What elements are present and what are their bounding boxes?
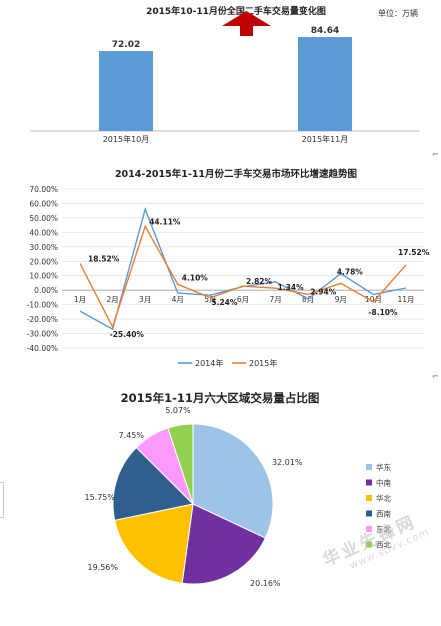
pie-slice (181, 503, 267, 585)
bar (99, 51, 153, 131)
x-tick-label: 3月 (139, 295, 151, 304)
y-tick-label: 50.00% (29, 214, 58, 223)
legend-swatch (366, 541, 372, 548)
page-edge-mark (0, 482, 4, 518)
bar-value-label: 72.02 (112, 40, 140, 50)
line-chart-panel: 2014-2015年1-11月份二手车交易市场环比增速趋势图 70.00% 60.… (0, 160, 441, 375)
pie-value-label: 15.75% (84, 493, 115, 502)
y-tick-label: 40.00% (29, 228, 58, 237)
legend-swatch (366, 495, 372, 501)
bar-chart-unit: 单位：万辆 (378, 8, 418, 18)
data-label: 4.78% (337, 267, 364, 276)
bar (298, 37, 352, 131)
legend-label: 华北 (376, 493, 391, 503)
up-arrow-icon (222, 11, 271, 36)
legend-swatch (366, 464, 372, 470)
line-chart-title: 2014-2015年1-11月份二手车交易市场环比增速趋势图 (115, 168, 357, 180)
line-chart: 2014-2015年1-11月份二手车交易市场环比增速趋势图 70.00% 60.… (27, 168, 430, 368)
pie-value-label: 5.07% (165, 406, 191, 415)
data-label: 1.34% (278, 283, 305, 292)
bar-chart-title: 2015年10-11月份全国二手车交易量变化图 (146, 5, 326, 17)
y-tick-label: 60.00% (29, 199, 58, 208)
x-tick-label: 6月 (237, 295, 249, 304)
legend-label: 西北 (376, 541, 391, 550)
pie-slice (167, 423, 194, 505)
pie-value-label: 19.56% (87, 563, 118, 572)
bar-chart-panel: 2015年10-11月份全国二手车交易量变化图 单位：万辆 72.02 2015年… (0, 0, 441, 145)
data-label: 17.52% (398, 248, 430, 257)
y-tick-label: 70.00% (29, 185, 58, 194)
pie-chart-panel: 2015年1-11月六大区域交易量占比图 32.01% 20.16% 19.56% 1… (0, 383, 441, 622)
corner-mark: ⌐ (432, 150, 439, 159)
bar-chart: 2015年10-11月份全国二手车交易量变化图 单位：万辆 72.02 2015年… (30, 5, 420, 144)
data-label: 4.10% (182, 273, 209, 282)
legend-label: 东北 (376, 524, 391, 534)
pie-slice (192, 423, 274, 539)
x-tick-label: 2月 (106, 295, 118, 304)
y-tick-label: -10.00% (27, 301, 58, 310)
legend-swatch (366, 510, 372, 517)
legend-label: 中南 (376, 478, 391, 488)
x-tick-label: 4月 (172, 295, 184, 304)
legend-label: 2015年 (249, 358, 277, 368)
data-label: 2.94% (310, 287, 337, 296)
y-tick-label: 30.00% (29, 243, 58, 252)
legend-label: 华东 (376, 462, 391, 472)
bar-value-label: 84.64 (311, 26, 339, 36)
x-tick-label: 10月 (365, 295, 382, 304)
pie-value-label: 7.45% (119, 431, 145, 440)
data-label: 18.52% (88, 254, 120, 263)
data-label: 44.11% (149, 217, 181, 226)
data-label: 2.82% (246, 277, 273, 286)
y-tick-label: 20.00% (29, 257, 58, 266)
y-tick-label: -40.00% (27, 344, 58, 353)
pie-chart-title: 2015年1-11月六大区域交易量占比图 (121, 391, 320, 405)
pie-slice (112, 446, 195, 521)
x-tick-label: 11月 (397, 295, 414, 304)
y-tick-label: -20.00% (27, 315, 58, 324)
legend-label: 2014年 (195, 358, 223, 368)
corner-mark: ⌐ (432, 372, 439, 381)
legend-swatch (366, 479, 372, 486)
bar-category-label: 2015年10月 (103, 134, 150, 144)
pie-chart: 2015年1-11月六大区域交易量占比图 32.01% 20.16% 19.56% 1… (84, 391, 391, 588)
x-tick-label: 1月 (74, 295, 86, 304)
y-tick-label: -30.00% (27, 330, 58, 339)
pie-slice (114, 503, 194, 584)
y-tick-label: 10.00% (29, 272, 58, 281)
y-tick-label: 0.00% (34, 286, 58, 295)
series-line-2015 (79, 224, 407, 329)
bar-category-label: 2015年11月 (302, 134, 349, 144)
legend-label: 西南 (376, 509, 391, 519)
x-tick-label: 5月 (204, 295, 216, 304)
pie-value-label: 32.01% (272, 458, 303, 467)
x-tick-label: 7月 (269, 295, 281, 304)
x-tick-label: 9月 (335, 295, 347, 304)
pie-value-label: 20.16% (250, 579, 281, 588)
data-label: -8.10% (368, 308, 398, 317)
data-label: 5.24% (211, 298, 238, 307)
data-label: -25.40% (110, 330, 145, 339)
legend-swatch (366, 526, 372, 532)
